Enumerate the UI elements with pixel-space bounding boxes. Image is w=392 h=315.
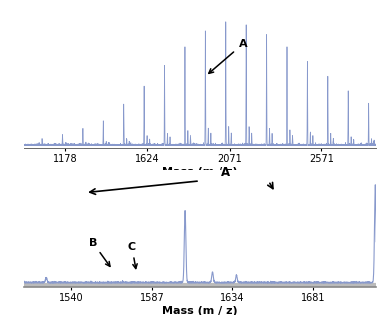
Text: A: A <box>221 166 230 179</box>
Text: B: B <box>89 238 110 266</box>
X-axis label: Mass (m / z): Mass (m / z) <box>162 306 238 315</box>
X-axis label: Mass (m / z): Mass (m / z) <box>162 167 238 177</box>
Text: C: C <box>128 243 137 268</box>
Text: A: A <box>209 39 247 73</box>
